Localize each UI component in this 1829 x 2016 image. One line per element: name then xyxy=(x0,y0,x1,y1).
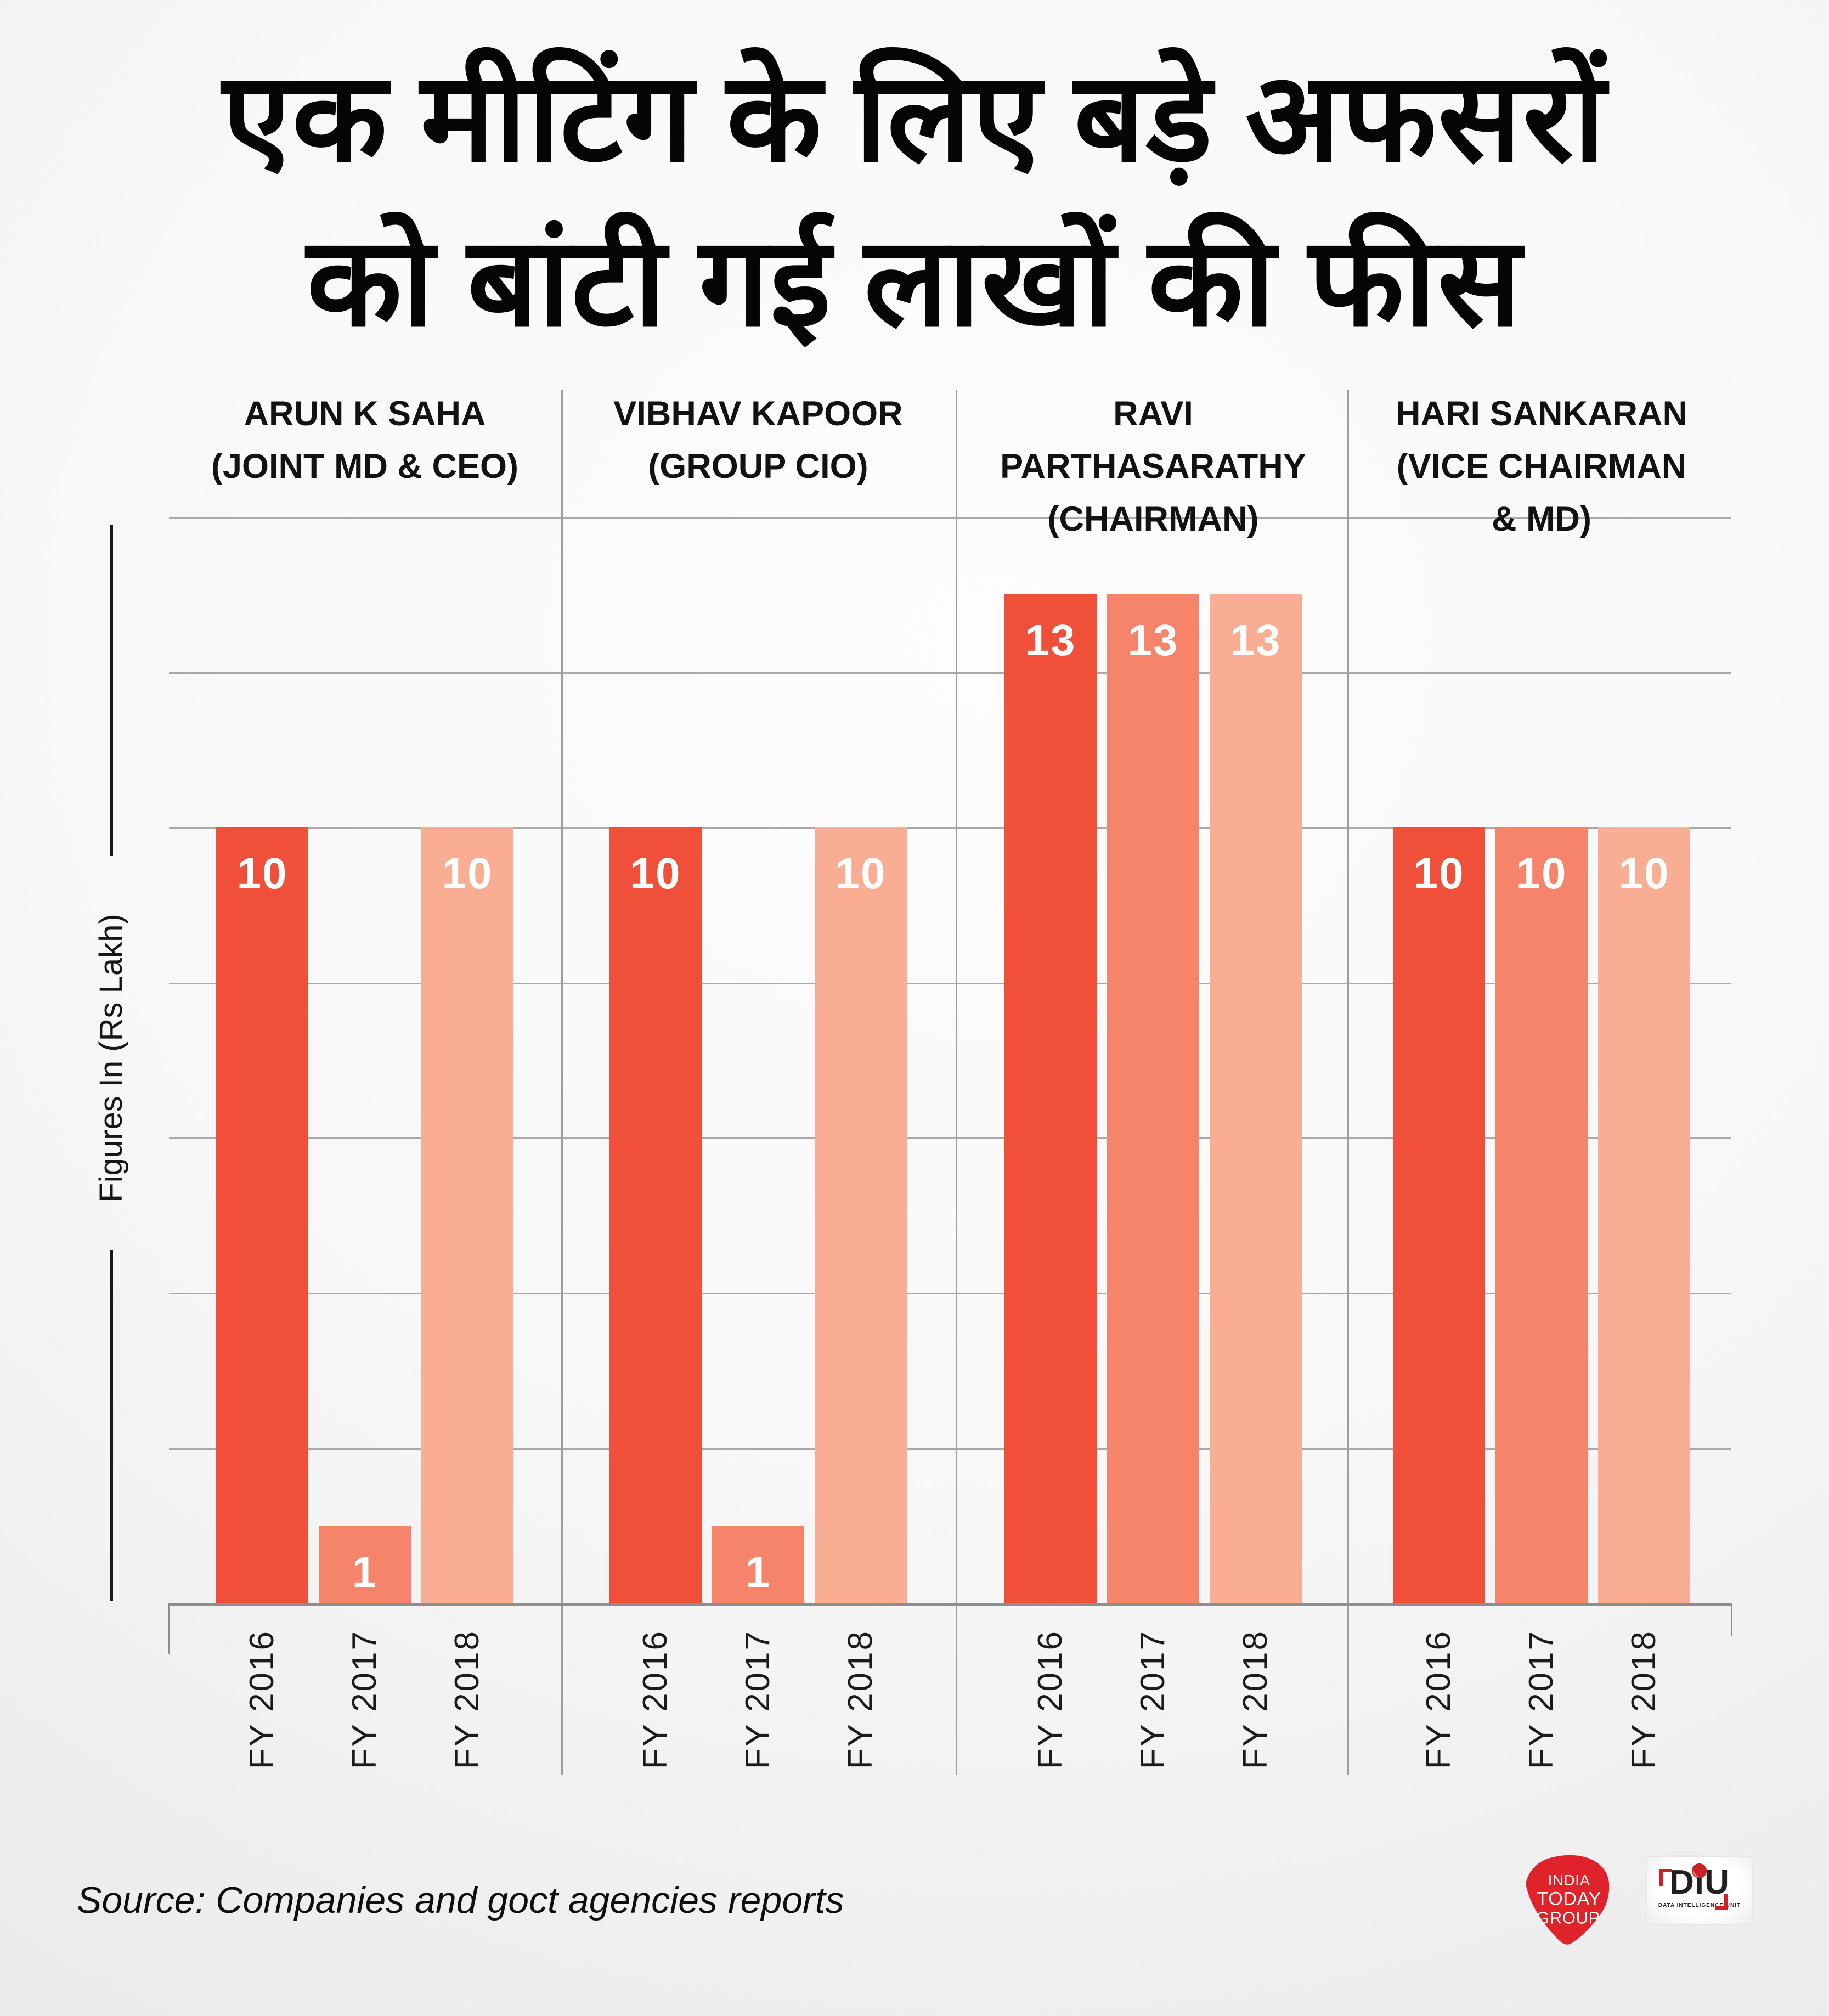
diu-subtitle: DATA INTELLIGENCE UNIT xyxy=(1658,1902,1741,1908)
gridline xyxy=(169,516,1731,519)
bar-value-label: 13 xyxy=(1127,616,1179,665)
bar-value-label: 10 xyxy=(835,848,887,898)
x-axis-right-tick xyxy=(1731,1603,1732,1636)
x-tick-label: FY 2016 xyxy=(243,1630,281,1770)
diu-logo: DıU DATA INTELLIGENCE UNIT xyxy=(1647,1857,1752,1924)
group-header: ARUN K SAHA (JOINT MD & CEO) xyxy=(173,387,557,493)
bar-value-label: 1 xyxy=(745,1547,771,1596)
fingerprint-dot-icon xyxy=(1692,1863,1707,1878)
x-tick-label: FY 2016 xyxy=(1420,1630,1458,1770)
diu-letter-d: D xyxy=(1669,1863,1695,1901)
group-header-line: (VICE CHAIRMAN xyxy=(1396,447,1687,486)
page-title-line-2: को बांटी गई लाखों की फीस xyxy=(307,215,1522,352)
group-header-line: PARTHASARATHY xyxy=(1000,447,1306,486)
page-title-line-1: एक मीटिंग के लिए बड़े अफसरों xyxy=(222,50,1607,187)
bar-value-label: 10 xyxy=(236,848,288,898)
x-axis-left-tick xyxy=(168,1603,170,1654)
bar-value-label: 1 xyxy=(352,1547,378,1596)
diu-corner-bracket-icon xyxy=(1715,1894,1728,1910)
group-header: RAVI PARTHASARATHY (CHAIRMAN) xyxy=(961,387,1345,545)
bar: 1 xyxy=(712,1525,804,1603)
gridline xyxy=(169,1448,1731,1450)
group-header-line: (GROUP CIO) xyxy=(648,447,868,486)
source-note: Source: Companies and goct agencies repo… xyxy=(77,1879,844,1921)
bar-value-label: 13 xyxy=(1230,616,1282,665)
gridline xyxy=(169,1137,1731,1140)
bar-value-label: 10 xyxy=(1516,848,1567,898)
bar-value-label: 13 xyxy=(1025,616,1076,665)
bar-value-label: 10 xyxy=(1618,848,1670,898)
bar: 13 xyxy=(1004,594,1097,1603)
group-header-line: (CHAIRMAN) xyxy=(1047,500,1259,538)
group-header-line: RAVI xyxy=(1113,395,1193,433)
x-tick-label: FY 2017 xyxy=(739,1630,777,1770)
x-tick-label: FY 2017 xyxy=(1522,1630,1560,1770)
y-axis-label: Figures In (Rs Lakh) xyxy=(93,914,129,1202)
group-divider-line xyxy=(561,390,563,1775)
x-axis-line xyxy=(169,1603,1731,1606)
x-tick-label: FY 2016 xyxy=(636,1630,674,1770)
group-header-line: & MD) xyxy=(1492,500,1591,538)
x-tick-label: FY 2018 xyxy=(842,1630,879,1770)
gridline xyxy=(169,1293,1731,1295)
bar: 10 xyxy=(216,827,308,1603)
bar-value-label: 10 xyxy=(630,848,681,898)
india-today-shield-icon xyxy=(1526,1855,1610,1945)
group-header-line: ARUN K SAHA xyxy=(244,395,486,433)
group-divider-line xyxy=(1347,390,1349,1775)
x-tick-label: FY 2016 xyxy=(1031,1630,1069,1770)
x-tick-label: FY 2017 xyxy=(346,1630,383,1770)
india-today-group-logo: INDIA TODAY GROUP xyxy=(1526,1855,1610,1945)
itg-logo-line-1: INDIA xyxy=(1548,1872,1590,1889)
group-header-line: HARI SANKARAN xyxy=(1396,395,1687,433)
bar: 10 xyxy=(1598,827,1690,1603)
itg-logo-line-3: GROUP xyxy=(1536,1908,1600,1928)
gridline xyxy=(169,982,1731,984)
gridline xyxy=(169,672,1731,674)
gridline xyxy=(169,827,1731,829)
bar: 10 xyxy=(1393,827,1485,1603)
y-axis-line-lower xyxy=(110,1250,113,1601)
bar: 1 xyxy=(319,1525,411,1603)
diu-letter-u: U xyxy=(1704,1863,1730,1901)
group-header-line: VIBHAV KAPOOR xyxy=(613,395,903,433)
x-tick-label: FY 2018 xyxy=(1625,1630,1663,1770)
group-header: VIBHAV KAPOOR (GROUP CIO) xyxy=(566,387,950,493)
bar-value-label: 10 xyxy=(442,848,493,898)
page-title: एक मीटिंग के लिए बड़े अफसरों को बांटी गई… xyxy=(0,36,1829,365)
bar-value-label: 10 xyxy=(1413,848,1465,898)
bar: 10 xyxy=(815,827,907,1603)
x-tick-label: FY 2017 xyxy=(1134,1630,1172,1770)
bar: 13 xyxy=(1107,594,1199,1603)
y-axis-line-upper xyxy=(110,525,113,856)
x-tick-label: FY 2018 xyxy=(448,1630,486,1770)
bar: 10 xyxy=(1495,827,1588,1603)
bar: 10 xyxy=(609,827,702,1603)
bar: 13 xyxy=(1210,594,1302,1603)
itg-logo-line-2: TODAY xyxy=(1537,1889,1601,1910)
diu-corner-bracket-icon xyxy=(1659,1869,1672,1886)
x-tick-label: FY 2018 xyxy=(1237,1630,1274,1770)
group-header-line: (JOINT MD & CEO) xyxy=(211,447,518,486)
group-header: HARI SANKARAN (VICE CHAIRMAN & MD) xyxy=(1350,387,1734,545)
group-divider-line xyxy=(956,390,957,1775)
bar: 10 xyxy=(421,827,513,1603)
